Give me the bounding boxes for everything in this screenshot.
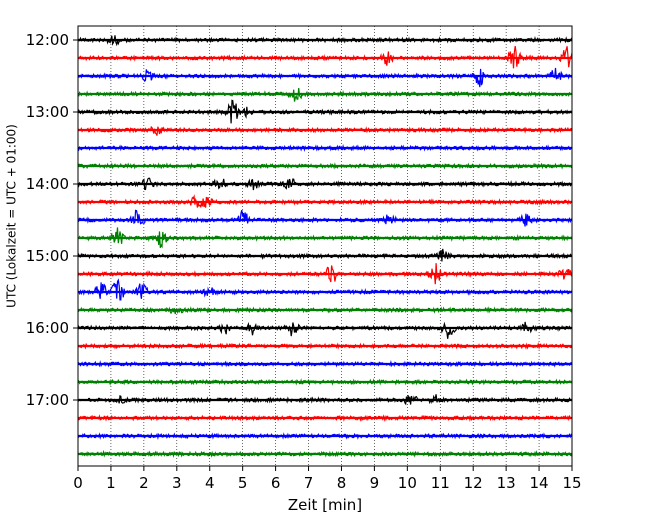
trace-layer xyxy=(77,35,573,458)
y-tick-label: 14:00 xyxy=(26,175,69,193)
x-tick-label: 7 xyxy=(304,474,314,492)
x-tick-label: 12 xyxy=(464,474,483,492)
trace-1315 xyxy=(77,125,573,136)
x-tick-label: 2 xyxy=(139,474,149,492)
y-tick-label: 16:00 xyxy=(26,319,69,337)
trace-1430 xyxy=(77,209,572,227)
grid-layer xyxy=(110,26,540,466)
x-tick-label: 1 xyxy=(106,474,116,492)
y-tick-label: 13:00 xyxy=(26,103,69,121)
x-tick-label: 14 xyxy=(530,474,549,492)
x-tick-label: 3 xyxy=(172,474,182,492)
trace-1230 xyxy=(77,67,573,88)
y-tick-label: 17:00 xyxy=(26,391,69,409)
y-ticks: 12:00 13:00 14:00 15:00 16:00 17:00 xyxy=(26,31,78,409)
y-tick-label: 15:00 xyxy=(26,247,69,265)
plot-frame xyxy=(77,25,573,467)
x-tick-label: 11 xyxy=(431,474,450,492)
x-tick-label: 13 xyxy=(497,474,516,492)
x-tick-label: 4 xyxy=(205,474,215,492)
x-axis-label: Zeit [min] xyxy=(288,496,362,514)
x-tick-label: 0 xyxy=(73,474,83,492)
x-tick-label: 8 xyxy=(337,474,347,492)
trace-1600 xyxy=(77,321,573,339)
trace-1530 xyxy=(77,278,573,301)
x-tick-label: 9 xyxy=(370,474,380,492)
x-tick-label: 10 xyxy=(398,474,417,492)
x-tick-label: 15 xyxy=(562,474,581,492)
y-axis-label: UTC (Lokalzeit = UTC + 01:00) xyxy=(5,124,19,308)
x-tick-label: 5 xyxy=(238,474,248,492)
x-ticks: 0 1 2 3 4 5 6 7 8 9 10 11 12 13 14 15 xyxy=(73,466,582,492)
x-tick-label: 6 xyxy=(271,474,281,492)
y-tick-label: 12:00 xyxy=(26,31,69,49)
